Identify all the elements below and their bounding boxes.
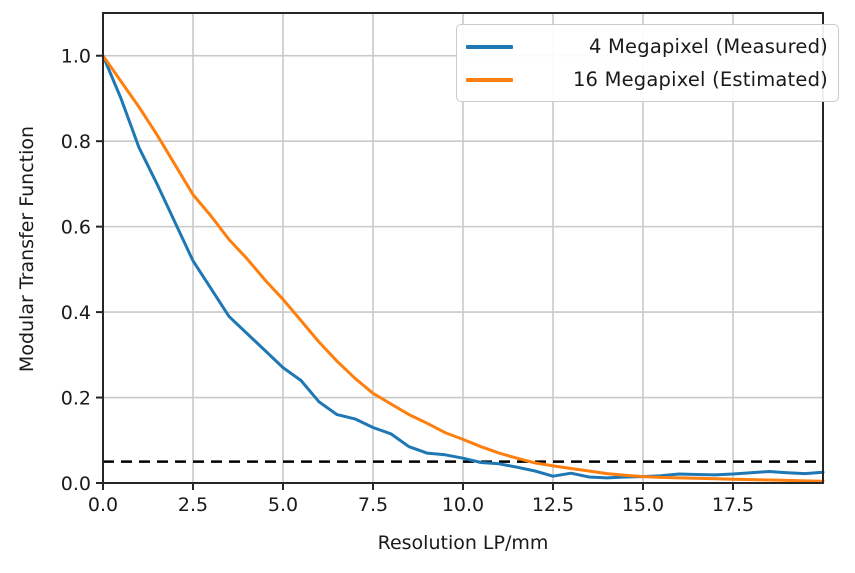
- x-tick-label: 10.0: [442, 494, 484, 516]
- legend-line-sample: [466, 77, 513, 82]
- x-tick-label: 15.0: [622, 494, 664, 516]
- x-tick-label: 17.5: [712, 494, 754, 516]
- x-tick-label: 12.5: [532, 494, 574, 516]
- legend: 4 Megapixel (Measured) 16 Megapixel (Est…: [456, 24, 839, 102]
- x-axis-label: Resolution LP/mm: [378, 532, 549, 554]
- x-ticks: 0.0 2.5 5.0 7.5 10.0 12.5 15.0 17.5: [88, 483, 754, 516]
- legend-item: 4 Megapixel (Measured): [466, 31, 828, 62]
- y-tick-label: 0.2: [61, 388, 91, 410]
- y-tick-label: 0.6: [61, 217, 91, 239]
- legend-label: 4 Megapixel (Measured): [589, 35, 828, 58]
- x-tick-label: 7.5: [358, 494, 388, 516]
- curve-4mp-measured: [101, 54, 825, 480]
- y-tick-label: 0.0: [61, 473, 91, 495]
- x-tick-label: 5.0: [268, 494, 298, 516]
- curves: [101, 54, 825, 483]
- curve-16mp-estimated: [101, 54, 825, 483]
- y-tick-label: 0.4: [61, 302, 91, 324]
- x-tick-label: 2.5: [178, 494, 208, 516]
- y-ticks: 0.0 0.2 0.4 0.6 0.8 1.0: [61, 46, 103, 495]
- y-tick-label: 1.0: [61, 46, 91, 68]
- y-axis-label: Modular Transfer Function: [16, 126, 38, 372]
- legend-label: 16 Megapixel (Estimated): [572, 68, 828, 91]
- y-tick-label: 0.8: [61, 131, 91, 153]
- x-tick-label: 0.0: [88, 494, 118, 516]
- legend-line-sample: [466, 44, 513, 49]
- legend-item: 16 Megapixel (Estimated): [466, 64, 828, 95]
